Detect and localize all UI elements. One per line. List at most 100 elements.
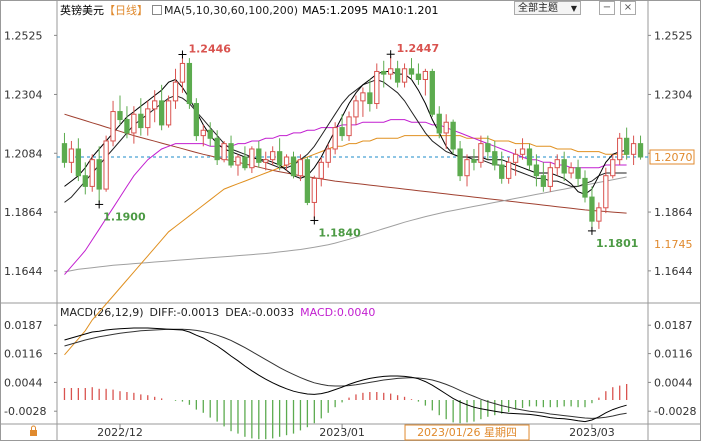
theme-select[interactable]: 全部主题 ▼ — [514, 1, 581, 15]
candle-body-6 — [103, 140, 109, 190]
callout-label-4: 1.1801 — [596, 237, 638, 250]
close-icon: × — [623, 2, 633, 13]
candle-body-78 — [603, 175, 609, 209]
candle-body-46 — [381, 70, 387, 75]
candle-body-81 — [623, 137, 630, 155]
close-button[interactable]: × — [620, 1, 636, 15]
candle-body-20 — [200, 129, 206, 137]
time-tick-label-0: 2022/12 — [97, 426, 143, 439]
candle-body-60 — [478, 143, 484, 163]
candle-body-52 — [422, 70, 429, 80]
macd-tick-left-1: 0.0116 — [4, 348, 43, 361]
candle-body-55 — [443, 121, 449, 134]
candle-body-54 — [436, 113, 442, 134]
candle-body-36 — [311, 177, 317, 203]
candle-body-7 — [110, 111, 116, 142]
ma-level-label: 1.1745 — [654, 238, 693, 251]
ma10-line — [64, 78, 627, 203]
candle-body-45 — [374, 70, 380, 105]
ma200-line — [64, 113, 627, 214]
candle-body-53 — [429, 70, 435, 115]
candle-body-38 — [325, 148, 331, 163]
macd-macd-value: MACD:0.0040 — [300, 306, 376, 319]
candle-body-62 — [492, 151, 498, 166]
candle-body-41 — [346, 116, 352, 137]
candle-body-16 — [172, 81, 179, 102]
ma5-color-swatch — [152, 5, 162, 15]
candle-body-17 — [179, 62, 186, 83]
candle-body-77 — [596, 207, 602, 222]
macd-tick-right-1: 0.0116 — [654, 348, 693, 361]
candle-body-19 — [193, 103, 199, 137]
period-label[interactable]: 【日线】 — [104, 4, 148, 17]
macd-tick-left-0: 0.0187 — [4, 319, 43, 332]
candle-body-29 — [263, 159, 269, 163]
candle-body-67 — [526, 148, 533, 166]
candle-body-44 — [367, 92, 373, 105]
ma5-value: MA5:1.2095 — [302, 4, 369, 17]
candle-body-79 — [610, 159, 616, 177]
callout-label-0: 1.2446 — [188, 42, 231, 55]
candle-body-48 — [394, 68, 401, 83]
candle-body-24 — [228, 143, 234, 166]
candle-body-34 — [297, 159, 304, 177]
callout-label-2: 1.1900 — [103, 210, 146, 223]
candle-body-50 — [408, 68, 415, 75]
macd-diff-line — [64, 327, 627, 423]
candle-body-71 — [554, 159, 560, 169]
macd-dea-value: DEA:-0.0033 — [225, 306, 295, 319]
candle-body-75 — [582, 177, 588, 198]
candle-body-12 — [145, 108, 151, 129]
candle-body-68 — [533, 164, 540, 177]
candle-body-4 — [89, 159, 95, 187]
candle-body-42 — [353, 100, 359, 118]
candle-body-21 — [207, 129, 213, 139]
candle-body-18 — [186, 62, 193, 105]
candle-body-80 — [617, 137, 623, 161]
candle-body-82 — [630, 143, 637, 155]
macd-tick-right-2: 0.0044 — [654, 376, 693, 389]
candle-body-2 — [75, 148, 82, 177]
crosshair-date-box — [404, 424, 530, 441]
candle-body-74 — [575, 167, 581, 179]
price-tick-right-1: 1.2304 — [654, 88, 693, 101]
candle-body-72 — [561, 159, 567, 174]
candle-body-56 — [450, 121, 456, 150]
candle-body-39 — [332, 127, 338, 150]
candle-body-30 — [270, 151, 276, 161]
candle-body-58 — [464, 159, 470, 177]
macd-tick-right-3: -0.0028 — [654, 405, 696, 418]
candle-body-10 — [131, 113, 137, 134]
price-tick-left-3: 1.1864 — [4, 206, 43, 219]
candle-body-43 — [360, 92, 366, 102]
candle-body-76 — [589, 196, 595, 222]
current-price-label: 1.2070 — [654, 151, 693, 164]
minimize-icon: − — [602, 2, 612, 13]
candle-body-61 — [485, 143, 491, 153]
ma60-line — [64, 135, 627, 356]
candle-body-13 — [152, 100, 158, 110]
price-tick-left-0: 1.2525 — [4, 29, 43, 42]
theme-select-label: 全部主题 — [518, 3, 558, 14]
candle-body-35 — [304, 159, 311, 203]
candle-body-73 — [568, 167, 574, 174]
price-tick-left-4: 1.1644 — [4, 265, 43, 278]
ma10-value: MA10:1.201 — [372, 4, 439, 17]
current-price-box — [649, 149, 695, 165]
symbol-label: 英镑美元 — [60, 4, 104, 17]
callout-label-3: 1.1840 — [318, 226, 361, 239]
chevron-down-icon: ▼ — [570, 4, 577, 13]
price-tick-right-4: 1.1644 — [654, 265, 693, 278]
price-tick-left-1: 1.2304 — [4, 88, 43, 101]
minimize-button[interactable]: − — [599, 1, 615, 15]
candle-body-3 — [82, 175, 88, 187]
ma5-line — [64, 71, 627, 195]
candle-body-63 — [499, 164, 505, 179]
candle-body-70 — [547, 167, 553, 187]
time-tick-label-3: 2023/03 — [569, 426, 615, 439]
ma-settings-label: MA(5,10,30,60,100,200) — [164, 4, 299, 17]
candle-body-32 — [283, 156, 290, 166]
candle-body-66 — [519, 148, 526, 155]
candle-body-23 — [221, 143, 227, 161]
